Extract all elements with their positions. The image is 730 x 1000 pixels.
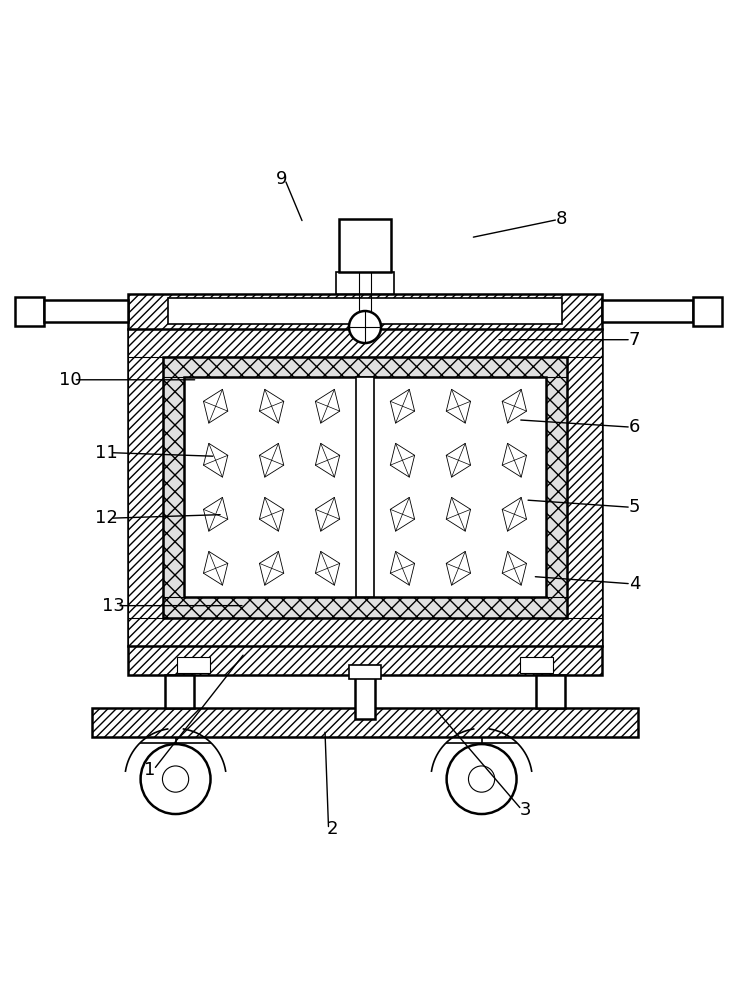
Polygon shape	[502, 443, 526, 477]
Polygon shape	[259, 551, 284, 585]
Bar	[537, 675, 565, 708]
Text: 9: 9	[275, 170, 287, 188]
Bar	[164, 597, 566, 618]
Polygon shape	[259, 443, 284, 477]
Bar	[547, 357, 566, 618]
Polygon shape	[391, 389, 415, 423]
Bar	[164, 357, 566, 618]
Polygon shape	[204, 551, 228, 585]
Polygon shape	[315, 551, 339, 585]
Polygon shape	[204, 389, 228, 423]
Polygon shape	[315, 389, 339, 423]
Circle shape	[141, 744, 210, 814]
Bar	[165, 675, 193, 708]
Bar	[169, 298, 561, 324]
Polygon shape	[391, 443, 415, 477]
Polygon shape	[502, 551, 526, 585]
Polygon shape	[391, 551, 415, 585]
Bar	[92, 708, 638, 737]
Text: 7: 7	[629, 331, 640, 349]
Bar	[693, 297, 722, 326]
Text: 6: 6	[629, 418, 640, 436]
Bar	[356, 377, 374, 597]
Circle shape	[349, 311, 381, 343]
Polygon shape	[259, 389, 284, 423]
Bar	[128, 646, 602, 675]
Bar	[336, 272, 394, 294]
Bar	[177, 657, 210, 673]
Bar	[128, 618, 602, 646]
Bar	[15, 297, 45, 326]
Bar	[566, 329, 602, 646]
Polygon shape	[259, 497, 284, 531]
Polygon shape	[204, 497, 228, 531]
Text: 5: 5	[629, 498, 640, 516]
Bar	[520, 657, 553, 673]
Text: 10: 10	[58, 371, 81, 389]
Text: 13: 13	[102, 597, 125, 615]
Polygon shape	[315, 497, 339, 531]
Polygon shape	[391, 497, 415, 531]
Circle shape	[163, 766, 188, 792]
Bar	[164, 357, 183, 618]
Bar	[602, 300, 693, 322]
Bar	[339, 219, 391, 272]
Polygon shape	[502, 497, 526, 531]
Polygon shape	[446, 497, 471, 531]
Polygon shape	[446, 551, 471, 585]
Polygon shape	[446, 443, 471, 477]
Text: 11: 11	[95, 444, 118, 462]
Bar	[128, 329, 164, 646]
Text: 3: 3	[520, 801, 531, 819]
Bar	[128, 329, 602, 646]
Bar	[128, 294, 602, 329]
Text: 4: 4	[629, 575, 640, 593]
Text: 12: 12	[95, 509, 118, 527]
Text: 1: 1	[145, 761, 155, 779]
Bar	[355, 668, 375, 719]
Bar	[164, 357, 566, 377]
Polygon shape	[204, 443, 228, 477]
Circle shape	[469, 766, 495, 792]
Bar	[45, 300, 128, 322]
Polygon shape	[502, 389, 526, 423]
Text: 8: 8	[556, 210, 567, 228]
Bar	[183, 377, 547, 597]
Bar	[349, 665, 381, 679]
Circle shape	[447, 744, 517, 814]
Polygon shape	[446, 389, 471, 423]
Bar	[128, 329, 602, 357]
Text: 2: 2	[326, 820, 338, 838]
Polygon shape	[315, 443, 339, 477]
